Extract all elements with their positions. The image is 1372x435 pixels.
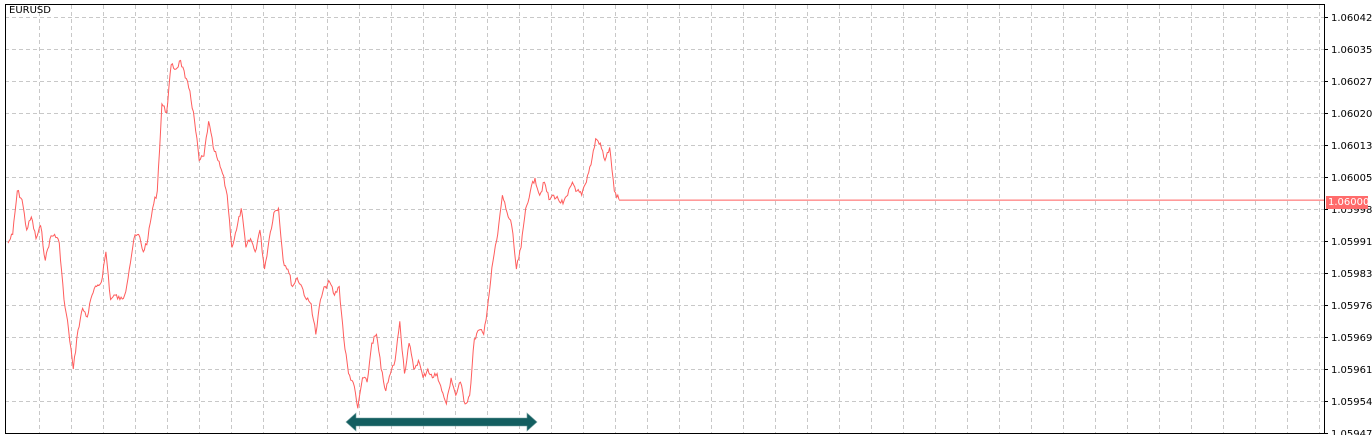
y-tick-label: 1.06013 (1331, 141, 1372, 152)
y-tick-label: 1.05961 (1331, 365, 1372, 376)
y-tick-label: 1.05991 (1331, 237, 1372, 248)
y-tick-label: 1.05983 (1331, 269, 1372, 280)
chart-frame (5, 4, 1325, 434)
symbol-label: EURUSD (9, 5, 51, 16)
current-price-tag: 1.06000 (1326, 196, 1370, 209)
y-tick-label: 1.05976 (1331, 301, 1372, 312)
y-tick-label: 1.06005 (1331, 173, 1372, 184)
double-arrow-icon[interactable] (345, 412, 538, 432)
y-tick-label: 1.06020 (1331, 109, 1372, 120)
price-line (7, 59, 620, 409)
y-tick-label: 1.05947 (1331, 429, 1372, 435)
y-tick-label: 1.06027 (1331, 77, 1372, 88)
y-tick-label: 1.05954 (1331, 397, 1372, 408)
y-tick-label: 1.05969 (1331, 333, 1372, 344)
grid (5, 5, 1324, 433)
range-bar[interactable] (345, 412, 538, 432)
price-axis[interactable]: 1.06042 1.06035 1.06027 1.06020 1.06013 1.060… (1324, 13, 1372, 435)
y-tick-label: 1.06042 (1331, 13, 1372, 24)
y-tick-label: 1.06035 (1331, 45, 1372, 56)
y-tick-label: 1.05998 (1331, 205, 1372, 216)
